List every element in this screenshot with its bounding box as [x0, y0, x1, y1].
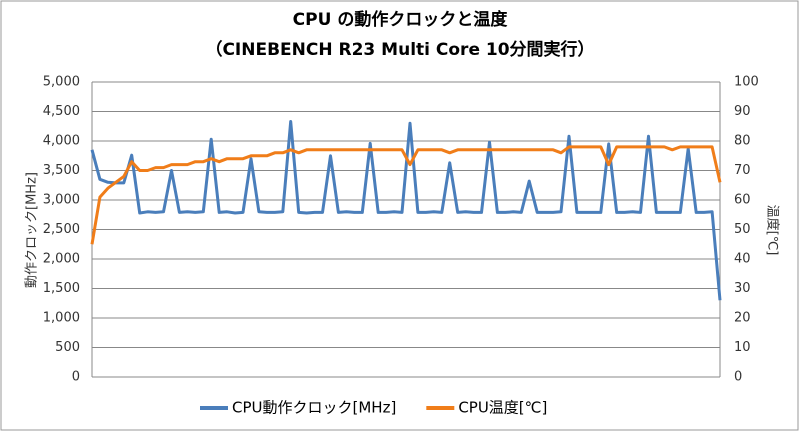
- y2-tick-label: 50: [734, 222, 751, 237]
- legend-label: CPU温度[℃]: [458, 399, 547, 417]
- y2-tick-label: 90: [734, 104, 751, 119]
- y-tick-label: 5,000: [43, 75, 80, 90]
- y2-tick-label: 30: [734, 281, 751, 296]
- series-line: [90, 145, 722, 245]
- y-tick-label: 2,000: [43, 252, 80, 267]
- y2-tick-label: 20: [734, 311, 751, 326]
- y-tick-label: 4,000: [43, 134, 80, 149]
- y-tick-label: 4,500: [43, 104, 80, 119]
- y2-tick-label: 40: [734, 252, 751, 267]
- legend-label: CPU動作クロック[MHz]: [232, 399, 396, 417]
- y-tick-label: 1,000: [43, 311, 80, 326]
- y2-tick-label: 70: [734, 163, 751, 178]
- y2-tick-label: 60: [734, 193, 751, 208]
- y-tick-label: 1,500: [43, 281, 80, 296]
- y-tick-label: 500: [55, 340, 80, 355]
- y-tick-label: 3,000: [43, 193, 80, 208]
- y2-tick-label: 80: [734, 134, 751, 149]
- y-tick-label: 3,500: [43, 163, 80, 178]
- y2-tick-label: 100: [734, 75, 759, 90]
- y2-axis-label: 温度[℃]: [765, 205, 781, 256]
- series-line: [90, 120, 722, 301]
- y-tick-label: 2,500: [43, 222, 80, 237]
- y2-tick-label: 0: [734, 370, 742, 385]
- chart-title: CPU の動作クロックと温度: [293, 9, 509, 30]
- y-axis-label: 動作クロック[MHz]: [25, 172, 40, 288]
- y-tick-label: 0: [72, 370, 80, 385]
- y2-tick-label: 10: [734, 340, 751, 355]
- chart-subtitle: （CINEBENCH R23 Multi Core 10分間実行）: [205, 39, 594, 60]
